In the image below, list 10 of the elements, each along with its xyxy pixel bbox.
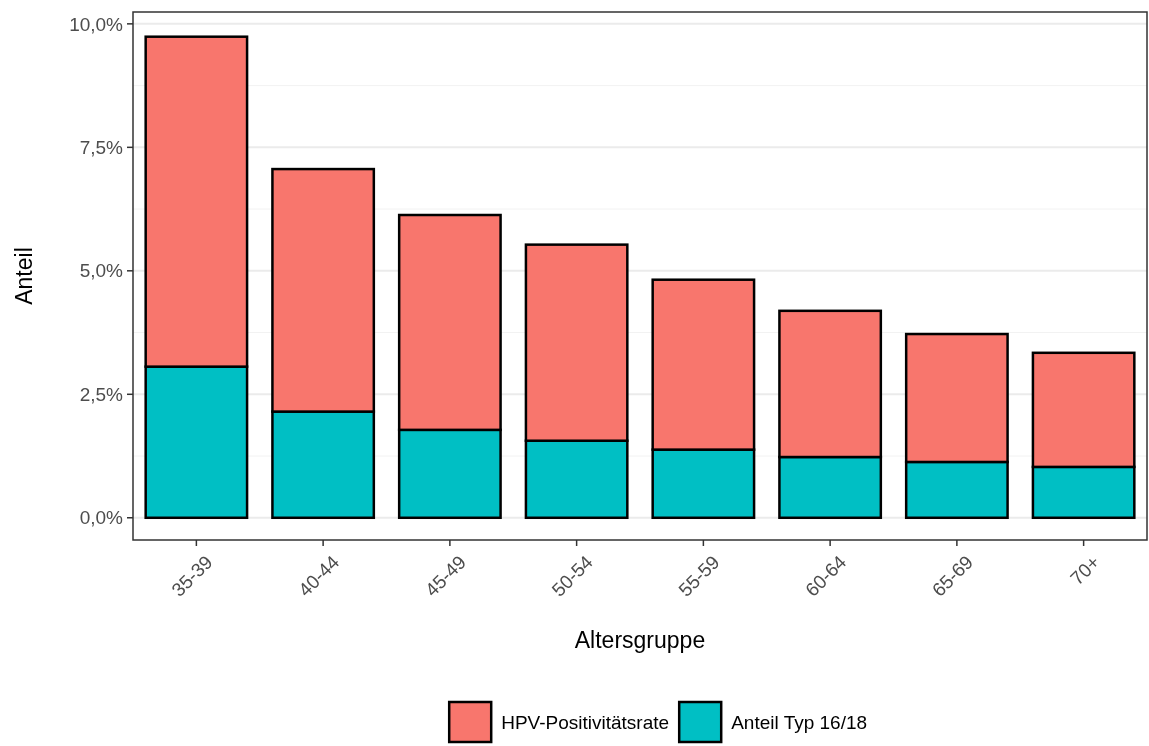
legend-label: HPV-Positivitätsrate xyxy=(501,711,670,733)
x-tick-label: 70+ xyxy=(1066,551,1104,590)
y-tick-label: 0,0% xyxy=(79,507,124,529)
y-tick-label: 5,0% xyxy=(79,260,124,282)
y-tick-label: 7,5% xyxy=(79,136,124,158)
y-tick-label: 10,0% xyxy=(69,13,124,35)
y-tick-label: 2,5% xyxy=(79,383,124,405)
x-axis-title: Altersgruppe xyxy=(574,627,706,653)
y-axis-title: Anteil xyxy=(11,247,37,305)
legend-label: Anteil Typ 16/18 xyxy=(731,711,868,733)
